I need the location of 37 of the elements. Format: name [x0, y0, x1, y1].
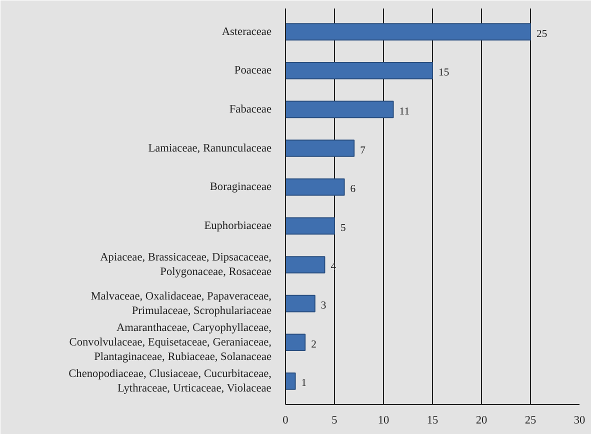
bar	[286, 178, 345, 196]
data-label: 2	[311, 339, 316, 350]
data-label: 15	[438, 68, 450, 79]
y-tick-label: Apiaceae, Brassicaceae, Dipsacaceae, Polygonaceae, Rosaceae	[100, 252, 272, 278]
bar	[286, 256, 326, 274]
bar	[286, 62, 433, 80]
data-label: 11	[399, 106, 410, 118]
y-tick-label: Boraginaceae	[210, 181, 272, 194]
y-tick-label: Fabaceae	[229, 103, 272, 116]
y-tick-label: Amaranthaceae, Caryophyllaceae, Convolvulaceae, Equisetaceae, Geraniaceae, Plantaginaceae, Rubiaceae, Solanaceae	[69, 322, 272, 363]
data-label: 4	[330, 262, 337, 273]
bar	[286, 100, 394, 118]
x-tick-label: 20	[476, 414, 488, 426]
y-tick-label: Malvaceae, Oxalidaceae, Papaveraceae, Primulaceae, Scrophulariaceae	[90, 290, 272, 317]
bar	[286, 23, 531, 40]
data-label: 1	[301, 378, 307, 390]
x-tick-label: 0	[282, 414, 289, 426]
bar	[286, 294, 316, 312]
bar	[286, 334, 306, 352]
y-tick-label: Chenopodiaceae, Clusiaceae, Cucurbitaceae, Lythraceae, Urticaceae, Violaceae	[68, 368, 272, 394]
x-tick-label: 30	[574, 414, 586, 426]
y-tick-label: Lamiaceae, Ranunculaceae	[148, 142, 272, 154]
bar	[286, 217, 335, 235]
x-tick-label: 15	[426, 414, 438, 426]
data-label: 25	[536, 28, 548, 40]
bar	[286, 372, 296, 390]
y-tick-label: Euphorbiaceae	[204, 220, 272, 232]
data-label: 5	[340, 222, 346, 234]
y-tick-label: Poaceae	[234, 64, 272, 77]
data-label: 3	[320, 300, 326, 312]
x-tick-label: 10	[378, 414, 390, 426]
data-label: 6	[350, 184, 356, 196]
data-label: 7	[360, 145, 366, 156]
y-tick-label: Asteraceae	[222, 26, 272, 38]
x-tick-label: 25	[524, 414, 536, 426]
bar	[286, 140, 355, 157]
x-tick-label: 5	[332, 414, 338, 426]
